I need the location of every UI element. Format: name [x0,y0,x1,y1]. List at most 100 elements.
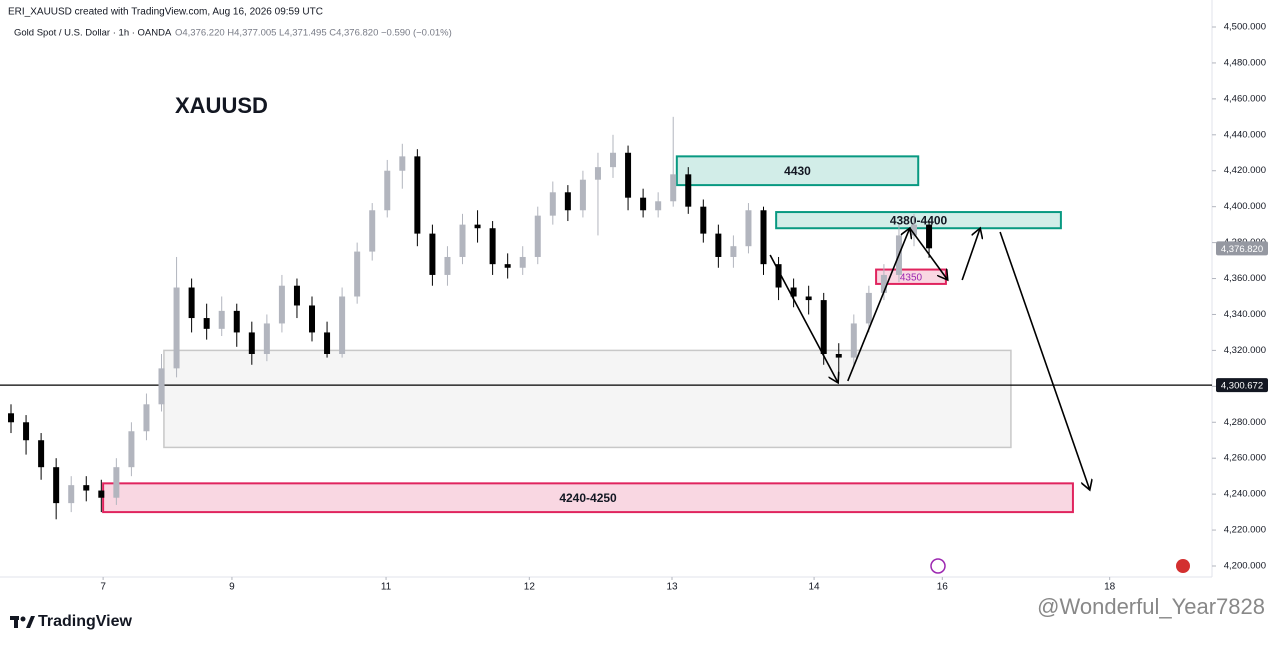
candle-body [835,353,842,358]
candle-body [625,152,632,198]
candle-body [926,224,933,249]
candle-body [534,215,541,257]
zone [775,211,1062,230]
brand: TradingView [38,613,133,630]
logo [10,616,35,628]
candle-body [399,156,406,171]
candle-body [850,323,857,358]
candle-body [23,422,30,441]
y-tick-label: 4,400.000 [1224,201,1266,212]
candle-body [8,413,15,423]
arrow [769,254,838,383]
x-tick-label: 7 [100,582,106,593]
candle-body [594,167,601,180]
arrow [909,227,948,280]
x-tick-label: 13 [666,582,678,593]
price-tag-label: 4,376.820 [1221,244,1263,255]
candle-body [579,179,586,211]
arrow [961,228,980,281]
candle-body [670,174,677,202]
candle-body [504,264,511,268]
price-tag-label: 4,300.672 [1221,381,1263,392]
candle-body [188,287,195,319]
price-tag [1216,241,1268,256]
x-tick-label: 16 [937,582,949,593]
candle-body [293,285,300,306]
y-tick-label: 4,240.000 [1224,489,1266,500]
candle-body [564,192,571,211]
candle-body [865,292,872,324]
candle-body [218,310,225,329]
x-tick-label: 11 [381,582,392,593]
y-tick-label: 4,460.000 [1224,93,1266,104]
candle-body [369,210,376,252]
candle-body [655,201,662,211]
zone-label: 4240-4250 [559,491,617,505]
candle-body [98,490,105,498]
y-tick-label: 4,220.000 [1224,525,1266,536]
flag-icon[interactable] [1176,559,1190,573]
y-tick-label: 4,320.000 [1224,345,1266,356]
y-tick-label: 4,440.000 [1224,129,1266,140]
candle-body [820,300,827,354]
header: ERI_XAUUSD created with TradingView.com,… [8,7,323,18]
candle-body [173,287,180,369]
candle-body [790,287,797,297]
candle-body [880,274,887,293]
y-tick-label: 4,420.000 [1224,165,1266,176]
zone-label: 4430 [784,164,811,178]
arrow [847,228,910,382]
arrow [999,231,1090,490]
candle-body [730,246,737,257]
y-tick-label: 4,260.000 [1224,453,1266,464]
candle-body [339,296,346,354]
candle-body [128,431,135,468]
candle-body [775,264,782,288]
candle-body [233,310,240,333]
candle-body [429,233,436,275]
x-tick-label: 12 [524,582,536,593]
candle-body [745,210,752,247]
candle-body [143,404,150,432]
zone-label: 4380-4400 [890,213,948,227]
candle-body [384,170,391,211]
chart-title: XAUUSD [175,93,268,118]
zone [675,155,920,187]
candle-body [459,224,466,257]
candle-body [263,323,270,354]
candle-body [640,197,647,211]
subtitle: Gold Spot / U.S. Dollar · 1h · OANDA [14,28,172,39]
x-tick-label: 14 [809,582,821,593]
candle-body [53,467,60,504]
candle-body [38,440,45,468]
y-tick-label: 4,500.000 [1224,22,1266,33]
candle-body [83,485,90,491]
candle-body [685,174,692,207]
candle-body [760,210,767,265]
candle-body [248,332,255,354]
candle-body [444,256,451,275]
zone-label: 4350 [900,272,923,283]
candle-body [203,318,210,329]
candle-body [68,485,75,504]
candle-body [715,233,722,257]
y-tick-label: 4,360.000 [1224,273,1266,284]
y-tick-label: 4,340.000 [1224,309,1266,320]
candle-body [474,224,481,229]
candle-body [489,228,496,265]
candle-body [309,305,316,333]
candle-body [414,156,421,234]
candle-body [278,285,285,324]
candle-body [354,251,361,297]
price-tag [1216,378,1268,393]
candle-body [158,368,165,405]
candle-body [113,467,120,498]
ohlc-legend: O4,376.220 H4,377.005 L4,371.495 C4,376.… [175,28,452,39]
candle-body [324,332,331,354]
candle-body [519,256,526,268]
candle-body [805,296,812,301]
candle-body [911,224,918,236]
event-icon[interactable] [930,558,946,574]
y-tick-label: 4,200.000 [1224,561,1266,572]
